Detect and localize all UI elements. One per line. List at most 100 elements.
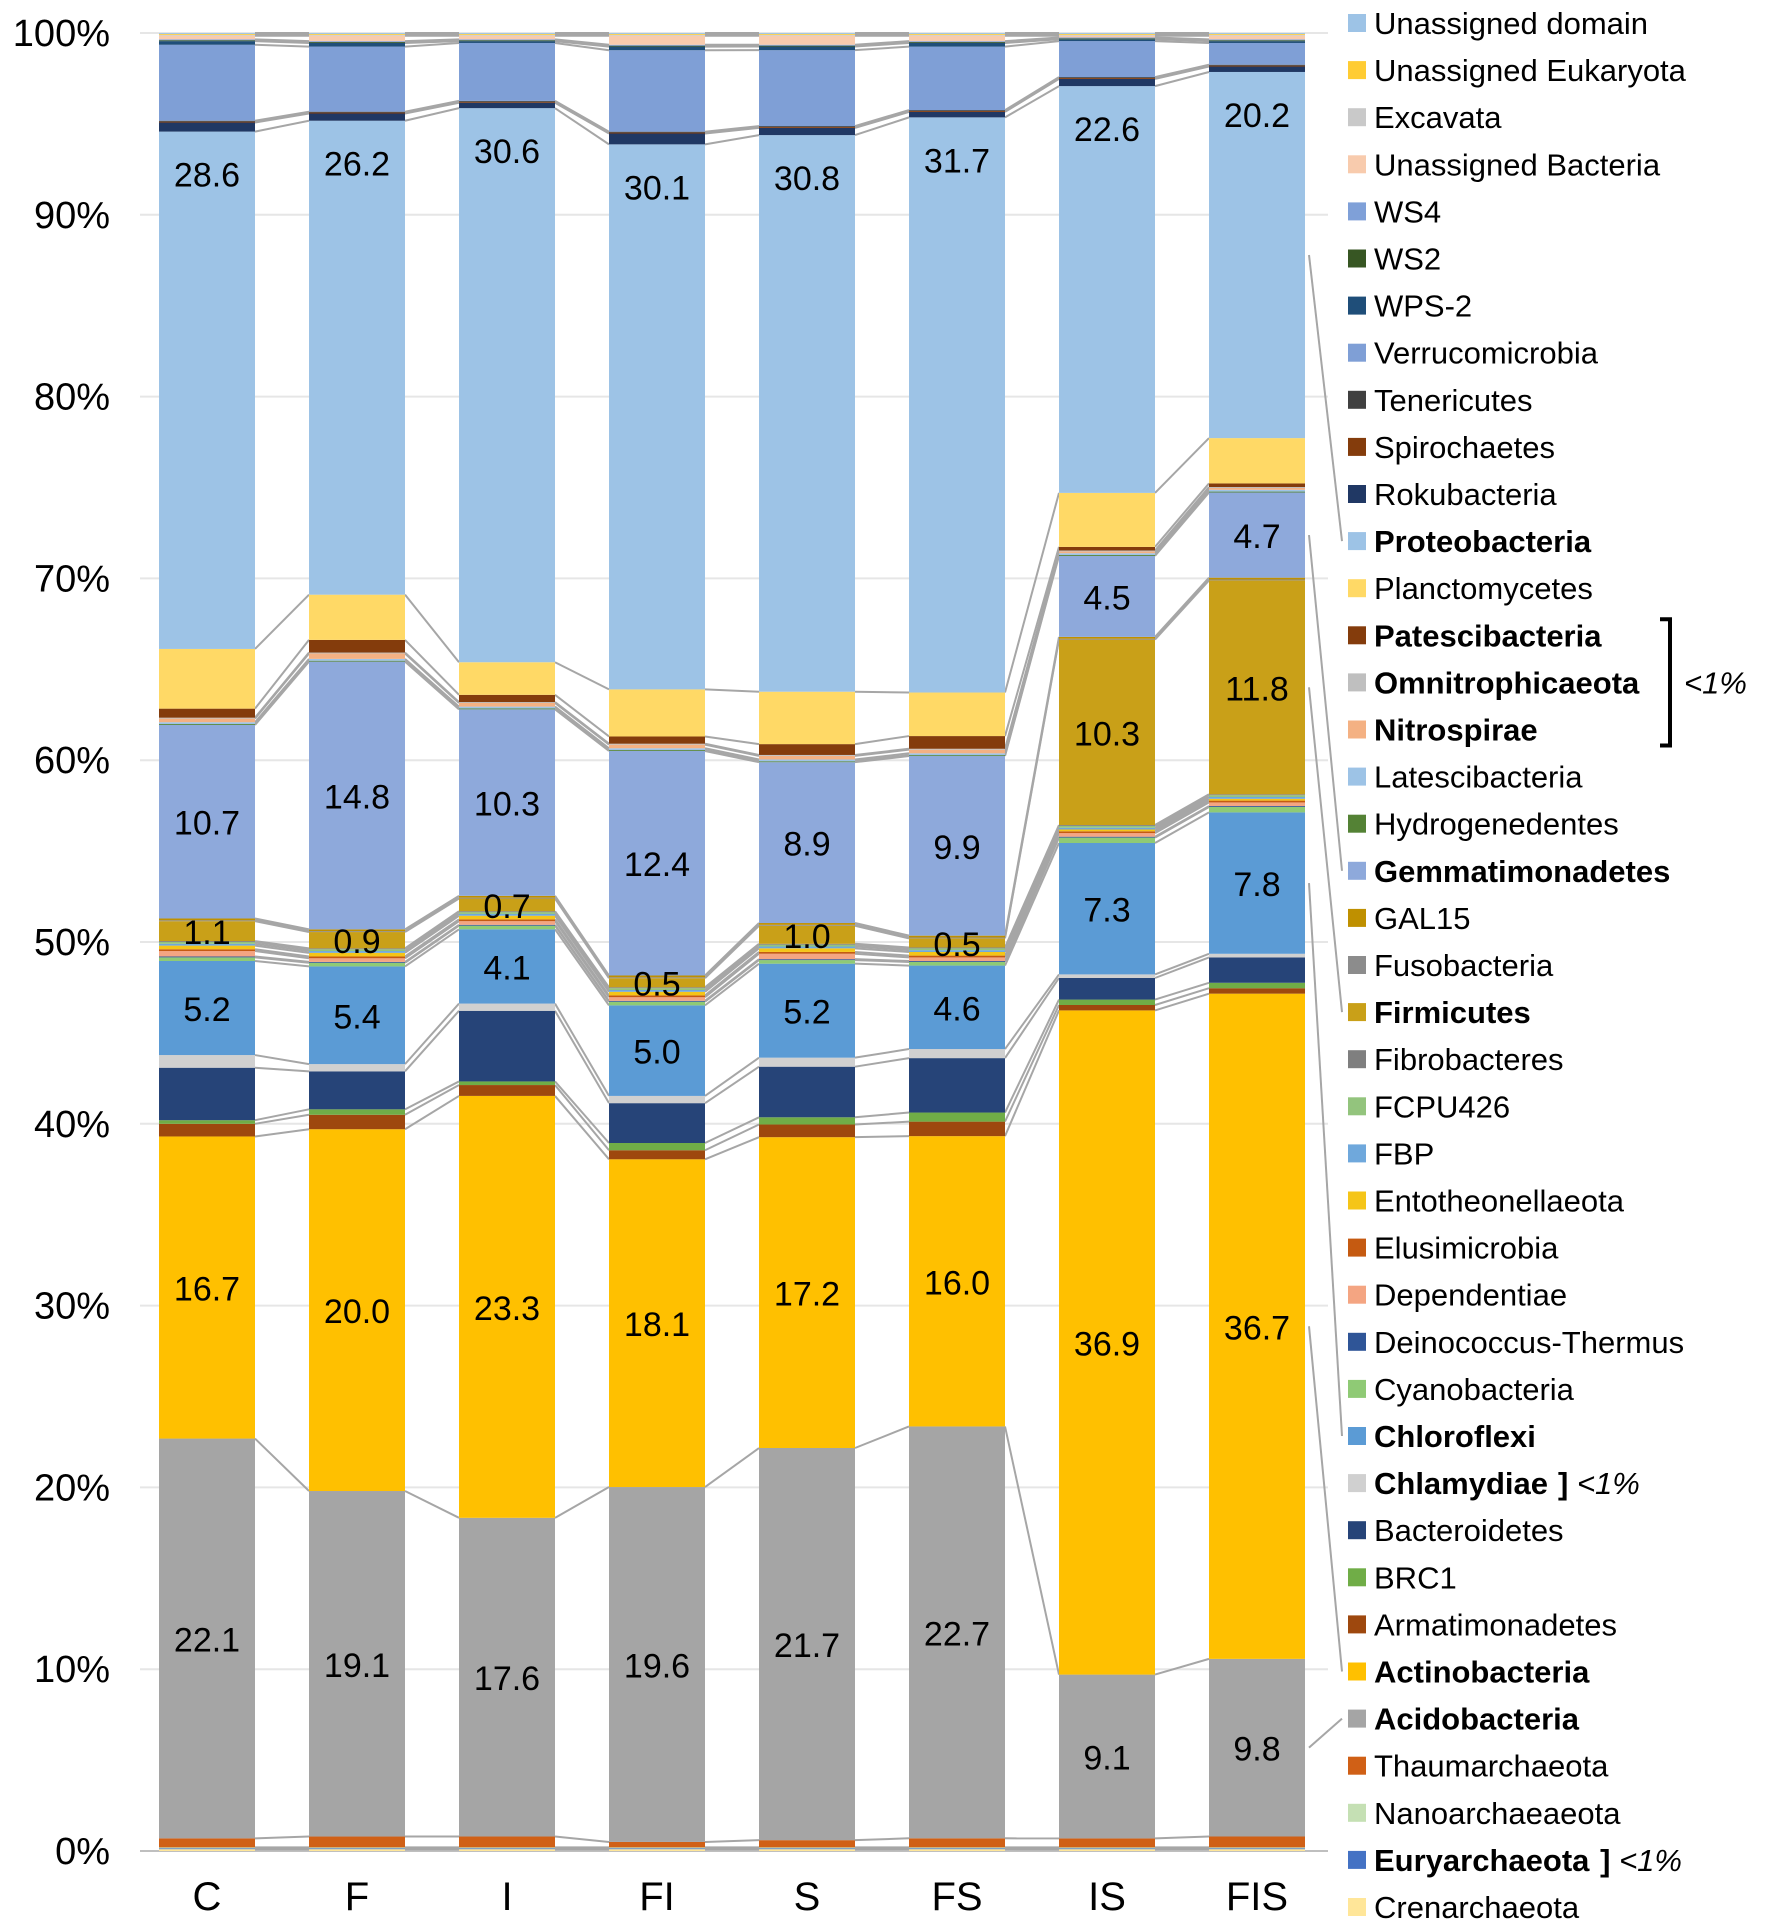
bar-segment-i-nitrospirae (459, 702, 555, 707)
bar-segment-fs-unassigned-eukaryota (909, 33, 1005, 35)
value-label-firmicutes-fs: 0.5 (933, 926, 980, 964)
bar-segment-c-actinobacteria (159, 1136, 255, 1439)
bar-segment-c-verrucomicrobia (159, 44, 255, 121)
bar-segment-fs-excavata (909, 34, 1005, 36)
bar-segment-fs-nitrospirae (909, 749, 1005, 754)
x-tick-label-c: C (193, 1875, 222, 1919)
legend-label-excavata: Excavata (1374, 100, 1502, 135)
bar-segment-fi-gal15 (609, 975, 705, 978)
connector-chlamydiae-fs (1004, 973, 1060, 1050)
connector-gal15-fs (1004, 636, 1060, 936)
value-label-proteobacteria-s: 30.8 (774, 160, 840, 198)
value-label-chloroflexi-is: 7.3 (1083, 892, 1130, 930)
value-label-firmicutes-fis: 11.8 (1225, 670, 1289, 708)
bar-segment-fi-chlamydiae (609, 1095, 705, 1104)
bar-segment-fs-entotheonellaeota (909, 951, 1005, 956)
bar-segment-f-crenarchaeota (309, 1849, 405, 1851)
connector-bacteroidetes-is (1154, 956, 1210, 979)
connector-armatimonadetes-f (404, 1084, 460, 1116)
legend-swatch-armatimonadetes (1348, 1615, 1366, 1634)
value-label-acidobacteria-is: 9.1 (1083, 1740, 1130, 1778)
legend-item-bacteroidetes: Bacteroidetes (1348, 1513, 1564, 1548)
legend-item-brc1: BRC1 (1348, 1560, 1457, 1595)
bar-segment-i-dependentiae (459, 921, 555, 925)
legend-swatch-rokubacteria (1348, 485, 1366, 503)
connector-armatimonadetes-is (1154, 987, 1210, 1006)
bar-segment-is-brc1 (1059, 999, 1155, 1005)
legend-label-firmicutes: Firmicutes (1374, 995, 1531, 1030)
legend-swatch-spirochaetes (1348, 437, 1366, 456)
connector-planctomycetes-s (854, 690, 910, 694)
connector-elusimicrobia-i (554, 918, 610, 996)
legend-label-ws4: WS4 (1374, 194, 1441, 229)
bar-segment-fs-deinococcus-thermus (909, 961, 1005, 962)
bar-segment-fi-acidobacteria (609, 1487, 705, 1842)
connector-fusobacteria-fi (704, 924, 760, 979)
legend-label-nanoarchaeaeota: Nanoarchaeaeota (1374, 1796, 1621, 1831)
bar-segment-fs-cyanobacteria (909, 961, 1005, 966)
legend-swatch-firmicutes (1348, 1003, 1366, 1022)
bar-segment-s-unassigned-bacteria (759, 35, 855, 45)
bar-segment-fi-spirochaetes (609, 132, 705, 134)
y-tick-label-100: 100% (13, 13, 110, 55)
bar-segment-f-thaumarchaeota (309, 1836, 405, 1848)
bar-segment-s-unassigned-eukaryota (759, 33, 855, 35)
bar-fs (909, 33, 1005, 1851)
legend-swatch-bacteroidetes (1348, 1521, 1366, 1540)
bar-segment-i-omnitrophicaeota (459, 702, 555, 703)
legend-item-crenarchaeota: Crenarchaeota (1348, 1890, 1580, 1925)
bar-segment-fis-fcpu426 (1209, 795, 1305, 797)
connector-brc1-c (254, 1108, 310, 1122)
legend-swatch-acidobacteria (1348, 1709, 1366, 1728)
legend-item-entotheonellaeota: Entotheonellaeota (1348, 1184, 1625, 1219)
bar-segment-f-acidobacteria (309, 1491, 405, 1837)
bar-segment-c-unassigned-bacteria (159, 35, 255, 40)
bar-segment-s-patescibacteria (759, 744, 855, 755)
bar-segment-fis-crenarchaeota (1209, 1849, 1305, 1851)
connector-patescibacteria-fi (704, 735, 760, 746)
connector-hydrogenedentes-s (854, 754, 910, 763)
connector-omnitrophicaeota-f (404, 651, 460, 703)
bar-segment-is-nanoarchaeaeota (1059, 1847, 1155, 1849)
connector-dependentiae-is (1154, 801, 1210, 834)
bar-segment-i-ws4 (459, 39, 555, 41)
value-label-proteobacteria-fis: 20.2 (1224, 97, 1290, 135)
connector-bacteroidetes-f (404, 1010, 460, 1073)
leader-line-actinobacteria (1308, 1326, 1343, 1672)
leader-line-acidobacteria (1308, 1717, 1343, 1749)
bar-segment-c-hydrogenedentes (159, 724, 255, 725)
bar-segment-fi-entotheonellaeota (609, 991, 705, 996)
bar-segment-fi-fusobacteria (609, 977, 705, 979)
bar-segment-fs-fibrobacteres (909, 947, 1005, 949)
legend-label-unassigned-bacteria: Unassigned Bacteria (1374, 147, 1661, 182)
legend-label-omnitrophicaeota: Omnitrophicaeota (1374, 665, 1640, 700)
bar-segment-i-entotheonellaeota (459, 915, 555, 920)
bar-segment-i-firmicutes (459, 898, 555, 912)
bar-segment-fis-entotheonellaeota (1209, 798, 1305, 801)
bar-segment-c-unassigned-eukaryota (159, 33, 255, 35)
bar-segment-i-fibrobacteres (459, 911, 555, 913)
bar-segment-fs-tenericutes (909, 110, 1005, 112)
bar-segment-fis-thaumarchaeota (1209, 1836, 1305, 1848)
value-label-actinobacteria-fi: 18.1 (624, 1306, 690, 1344)
connector-bacteroidetes-fi (704, 1065, 760, 1104)
connector-fibrobacteres-is (1154, 793, 1210, 826)
legend-label-elusimicrobia: Elusimicrobia (1374, 1231, 1559, 1266)
bar-segment-i-planctomycetes (459, 662, 555, 695)
connector-gal15-fi (704, 922, 760, 977)
connector-chloroflexi-i (554, 928, 610, 1006)
connector-tenericutes-s (854, 109, 910, 128)
connector-elusimicrobia-s (854, 950, 910, 957)
legend-swatch-cyanobacteria (1348, 1379, 1366, 1398)
bar-segment-i-hydrogenedentes (459, 708, 555, 710)
value-label-firmicutes-i: 0.7 (483, 888, 530, 926)
bar-segment-fs-unassigned-bacteria (909, 35, 1005, 42)
bar-segment-fi-actinobacteria (609, 1159, 705, 1488)
bar-segment-fis-verrucomicrobia (1209, 42, 1305, 65)
legend-swatch-unassigned-domain (1348, 14, 1366, 32)
bar-segment-s-wps-2 (759, 46, 855, 51)
bar-segment-f-nitrospirae (309, 653, 405, 659)
bar-segment-f-euryarchaeota (309, 1848, 405, 1850)
value-label-chloroflexi-s: 5.2 (783, 994, 830, 1032)
connector-hydrogenedentes-f (404, 659, 460, 710)
